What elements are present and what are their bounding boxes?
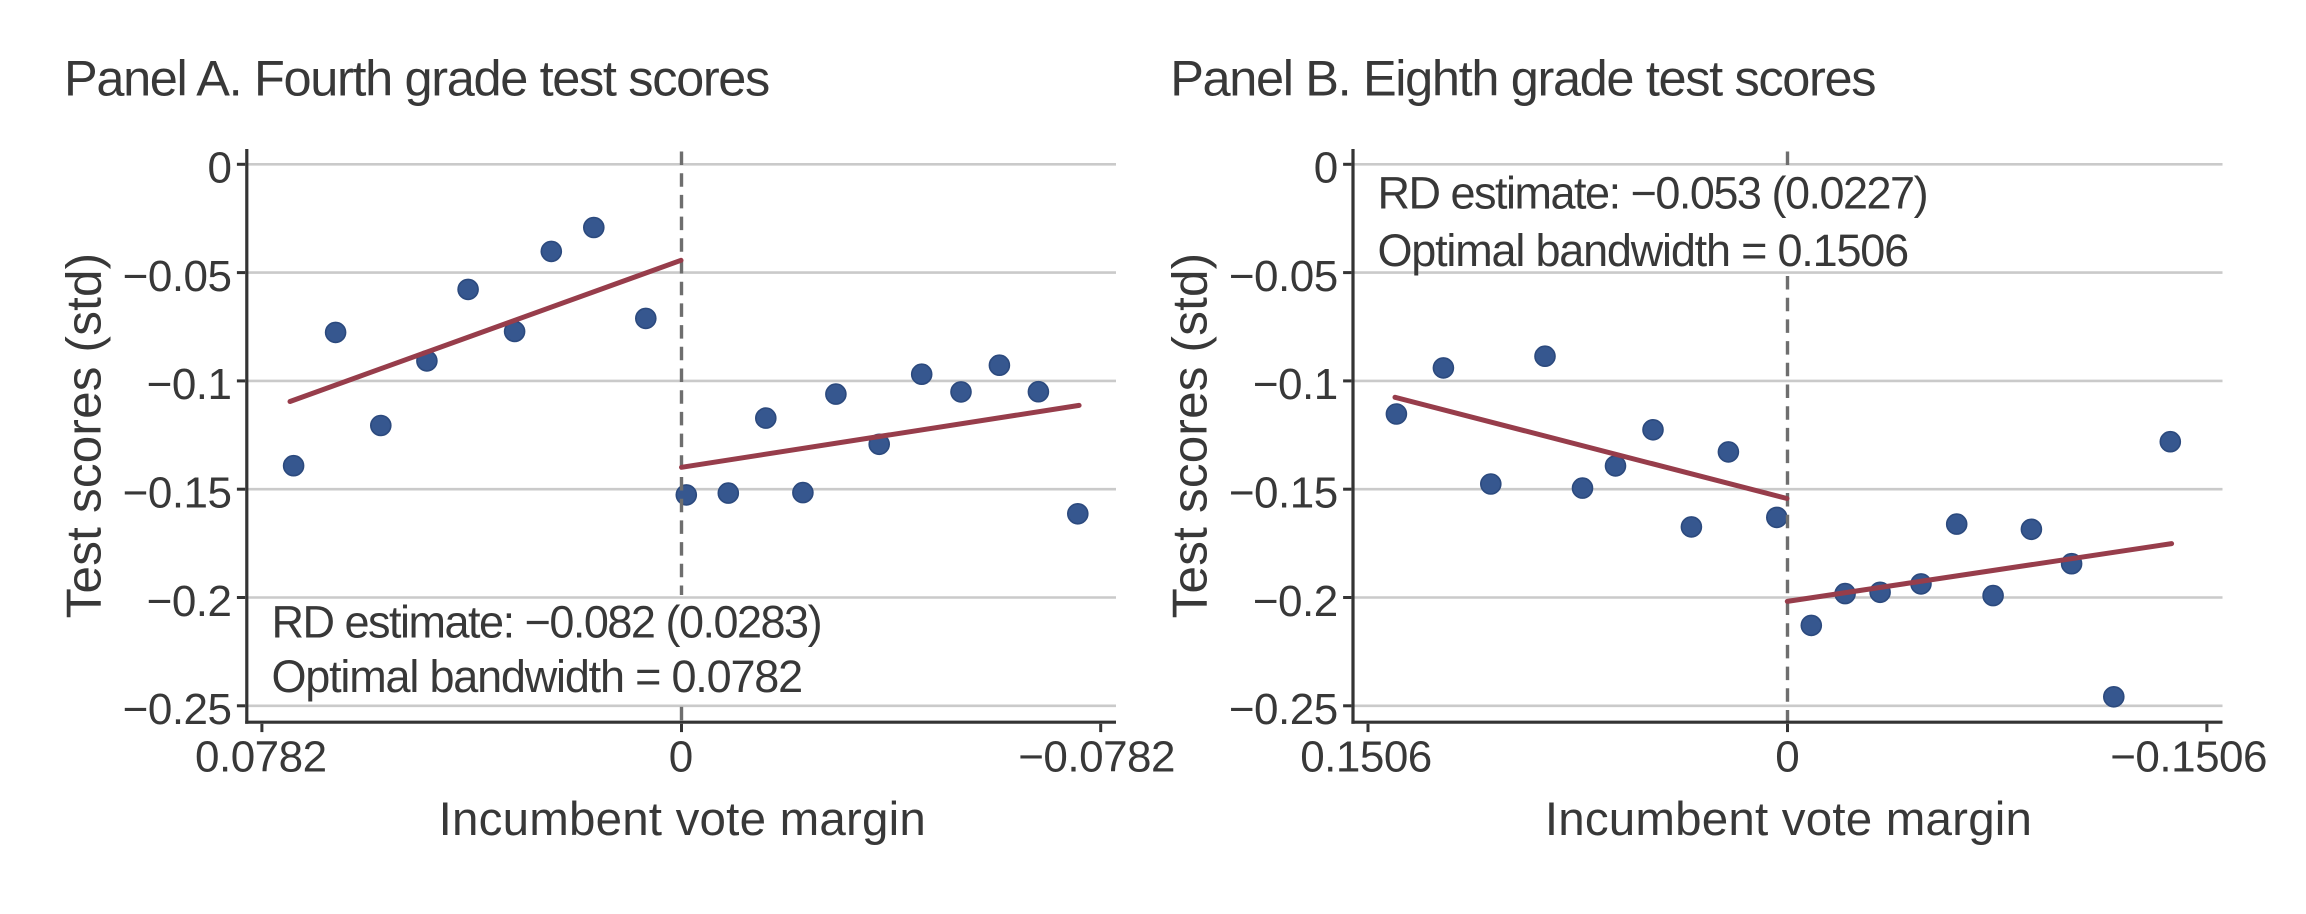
svg-text:0: 0 xyxy=(1775,733,1799,782)
svg-text:0: 0 xyxy=(208,144,232,193)
svg-text:−0.25: −0.25 xyxy=(1229,685,1338,734)
svg-text:−0.25: −0.25 xyxy=(123,685,232,734)
svg-text:−0.15: −0.15 xyxy=(1229,469,1338,518)
svg-text:−0.2: −0.2 xyxy=(1253,577,1338,626)
svg-text:−0.05: −0.05 xyxy=(123,252,232,301)
svg-text:−0.2: −0.2 xyxy=(147,577,232,626)
svg-text:RD estimate: −0.082 (0.0283): RD estimate: −0.082 (0.0283) xyxy=(272,597,822,648)
svg-text:−0.15: −0.15 xyxy=(123,469,232,518)
svg-text:−0.1: −0.1 xyxy=(1253,360,1338,409)
svg-text:0: 0 xyxy=(1314,144,1338,193)
svg-text:Panel B. Eighth grade test sco: Panel B. Eighth grade test scores xyxy=(1170,50,1875,107)
svg-text:Incumbent vote margin: Incumbent vote margin xyxy=(1545,793,2032,846)
svg-text:RD estimate: −0.053 (0.0227): RD estimate: −0.053 (0.0227) xyxy=(1378,168,1928,219)
svg-text:0.0782: 0.0782 xyxy=(195,733,327,782)
svg-text:−0.05: −0.05 xyxy=(1229,252,1338,301)
svg-text:Test scores (std): Test scores (std) xyxy=(1163,253,1218,619)
svg-text:−0.1506: −0.1506 xyxy=(2110,733,2267,782)
svg-text:Test scores (std): Test scores (std) xyxy=(56,253,111,619)
svg-text:−0.1: −0.1 xyxy=(147,360,232,409)
svg-text:Panel A. Fourth grade test sco: Panel A. Fourth grade test scores xyxy=(64,50,769,107)
svg-text:Incumbent vote margin: Incumbent vote margin xyxy=(439,793,926,846)
svg-text:Optimal bandwidth = 0.1506: Optimal bandwidth = 0.1506 xyxy=(1378,225,1909,276)
svg-text:0: 0 xyxy=(669,733,693,782)
svg-text:−0.0782: −0.0782 xyxy=(1018,733,1175,782)
svg-text:0.1506: 0.1506 xyxy=(1300,733,1432,782)
svg-text:Optimal bandwidth = 0.0782: Optimal bandwidth = 0.0782 xyxy=(272,651,802,702)
